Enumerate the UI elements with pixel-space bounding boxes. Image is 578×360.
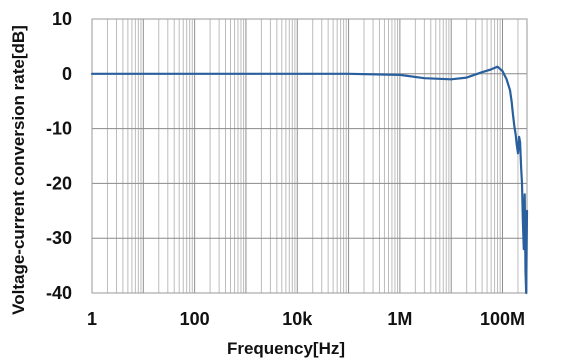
- y-tick-label: -10: [46, 119, 72, 139]
- series-line: [90, 65, 529, 295]
- x-tick-labels: 1 100 10k 1M 100M: [87, 309, 525, 329]
- minor-grid: [106, 19, 528, 293]
- y-tick-label: -40: [46, 283, 72, 303]
- x-axis-title: Frequency[Hz]: [227, 339, 345, 358]
- y-tick-label: -30: [46, 228, 72, 248]
- major-grid: [91, 18, 527, 294]
- y-tick-labels: 10 0 -10 -20 -30 -40: [46, 9, 72, 303]
- y-axis-title: Voltage-current conversion rate[dB]: [9, 25, 28, 315]
- x-tick-label: 100: [180, 309, 210, 329]
- y-tick-label: -20: [46, 173, 72, 193]
- y-tick-label: 0: [62, 64, 72, 84]
- x-tick-label: 10k: [282, 309, 313, 329]
- y-tick-label: 10: [52, 9, 72, 29]
- x-tick-label: 1M: [387, 309, 412, 329]
- x-tick-label: 1: [87, 309, 97, 329]
- plot-area-border: [91, 18, 528, 294]
- series-layer: [90, 65, 529, 295]
- x-tick-label: 100M: [480, 309, 525, 329]
